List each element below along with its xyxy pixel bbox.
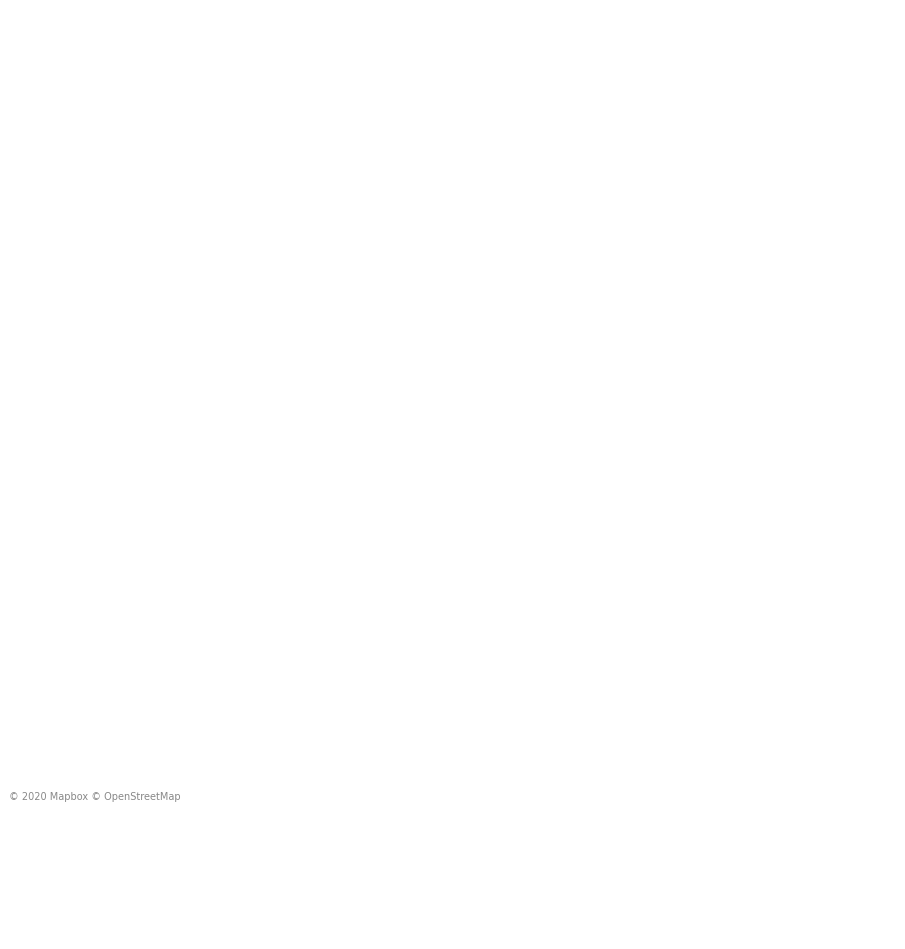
Text: U.S. Department of Commerce: U.S. Department of Commerce — [199, 861, 367, 870]
Text: census.gov: census.gov — [199, 902, 254, 912]
Text: U.S. CENSUS BUREAU: U.S. CENSUS BUREAU — [199, 882, 291, 891]
Text: United States®
Census
Bureau: United States® Census Bureau — [18, 863, 114, 896]
Text: census.gov/acs: census.gov/acs — [802, 895, 887, 905]
Text: Source: 2018 American Community Survey: Source: 2018 American Community Survey — [646, 861, 887, 870]
Text: © 2020 Mapbox © OpenStreetMap: © 2020 Mapbox © OpenStreetMap — [9, 791, 181, 802]
